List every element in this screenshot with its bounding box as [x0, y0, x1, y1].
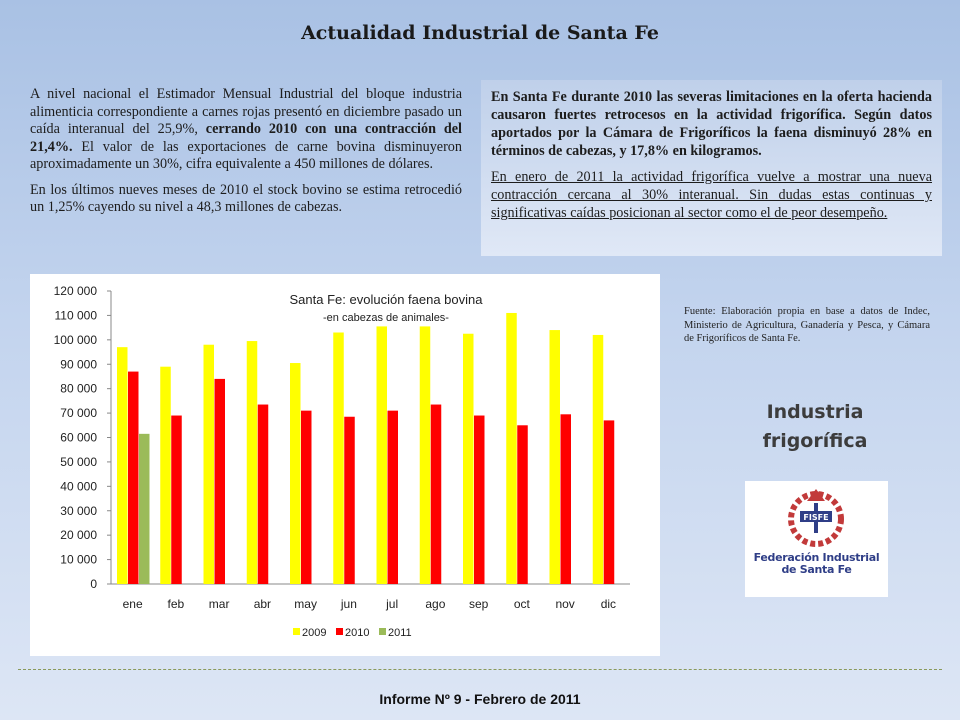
y-tick-label: 10 000	[60, 553, 97, 567]
x-tick-label: abr	[254, 597, 271, 611]
bar-2010-may	[301, 410, 312, 584]
y-tick-label: 100 000	[54, 333, 98, 347]
bar-2009-abr	[246, 341, 258, 584]
bar-2010-oct	[517, 425, 528, 584]
x-tick-label: feb	[168, 597, 185, 611]
x-tick-label: ene	[123, 597, 143, 611]
bar-2010-nov	[560, 414, 571, 584]
national-p1-highlight: cerrando 2010 con una contracción del 21…	[30, 121, 462, 155]
logo-line-2: de Santa Fe	[781, 563, 852, 576]
x-tick-label: may	[294, 597, 317, 611]
bar-2009-may	[290, 363, 301, 584]
x-tick-label: mar	[209, 597, 230, 611]
legend-swatch-2010	[336, 628, 343, 635]
chart-panel: 0 10 000 20 000 30 000 40 000 50 000 60 000 70 …	[30, 274, 660, 656]
legend-swatch-2011	[379, 628, 386, 635]
x-tick-label: jul	[385, 597, 398, 611]
bar-2009-ago	[419, 326, 431, 584]
bar-2009-sep	[463, 333, 474, 584]
bar-2010-feb	[171, 415, 182, 584]
section-label-line-1: Industria	[766, 401, 864, 423]
legend-swatch-2009	[293, 628, 300, 635]
legend-label-2009: 2009	[302, 627, 326, 639]
page-title: Actualidad Industrial de Santa Fe	[301, 22, 659, 44]
bar-chart: 0 10 000 20 000 30 000 40 000 50 000 60 000 70 …	[54, 284, 630, 639]
bar-2009-dic	[592, 334, 604, 584]
bar-2010-sep	[474, 415, 485, 584]
footer-report-info: Informe Nº 9 - Febrero de 2011	[379, 691, 581, 707]
y-tick-label: 20 000	[60, 528, 97, 542]
y-tick-label: 30 000	[60, 504, 97, 518]
y-tick-label: 50 000	[60, 455, 97, 469]
x-tick-label: dic	[601, 597, 616, 611]
bar-2009-oct	[506, 312, 517, 584]
chart-subtitle: -en cabezas de animales-	[323, 312, 449, 324]
y-tick-label: 40 000	[60, 479, 97, 493]
x-tick-label: nov	[555, 597, 574, 611]
santa-fe-highlight-box: En Santa Fe durante 2010 las severas lim…	[481, 80, 942, 256]
bar-2010-jul	[387, 410, 398, 584]
bar-2010-ene	[128, 371, 139, 584]
bar-2009-jul	[376, 326, 387, 584]
logo-line-1: Federación Industrial	[753, 551, 880, 564]
logo-wordmark: Federación Industrial de Santa Fe	[745, 552, 888, 576]
bar-2009-feb	[160, 366, 171, 584]
source-note: Fuente: Elaboración propia en base a dat…	[684, 306, 930, 344]
bar-2009-mar	[203, 344, 214, 584]
x-tick-label: jun	[340, 597, 357, 611]
santa-fe-paragraph-1: En Santa Fe durante 2010 las severas lim…	[491, 89, 932, 159]
x-tick-label: ago	[425, 597, 445, 611]
y-tick-label: 0	[90, 577, 97, 591]
x-tick-label: sep	[469, 597, 489, 611]
bar-2009-jun	[333, 332, 344, 584]
section-label-line-2: frigorífica	[762, 430, 868, 452]
fisfe-logo: FISFE Federación Industrial de Santa Fe	[745, 481, 888, 597]
footer-divider	[18, 669, 942, 670]
bar-2009-nov	[549, 330, 560, 584]
bar-2010-abr	[257, 404, 269, 584]
y-tick-label: 60 000	[60, 431, 97, 445]
national-paragraph-1: A nivel nacional el Estimador Mensual In…	[30, 86, 462, 174]
gear-emblem-icon: FISFE	[788, 489, 844, 547]
x-tick-label: oct	[514, 597, 531, 611]
national-paragraph-2: En los últimos nueves meses de 2010 el s…	[30, 181, 462, 216]
national-summary-text: A nivel nacional el Estimador Mensual In…	[30, 86, 462, 225]
logo-badge: FISFE	[803, 513, 828, 522]
chart-title: Santa Fe: evolución faena bovina	[290, 292, 484, 307]
bar-2010-jun	[344, 416, 355, 584]
legend-label-2011: 2011	[388, 627, 412, 639]
bar-2009-ene	[117, 347, 128, 584]
national-p1-part-a: A nivel nacional el Estimador Mensual In…	[30, 86, 462, 137]
bar-2010-ago	[430, 404, 442, 584]
bar-2011-ene	[139, 433, 150, 584]
santa-fe-paragraph-2: En enero de 2011 la actividad frigorífic…	[491, 169, 932, 221]
section-label: Industria frigorífica	[740, 398, 890, 456]
y-tick-label: 70 000	[60, 406, 97, 420]
bar-2010-mar	[214, 378, 225, 584]
y-tick-label: 80 000	[60, 382, 97, 396]
legend-label-2010: 2010	[345, 627, 369, 639]
y-tick-label: 120 000	[54, 284, 98, 298]
y-tick-label: 90 000	[60, 357, 97, 371]
national-p1-part-c: El valor de las exportaciones de carne b…	[30, 138, 462, 173]
y-tick-label: 110 000	[55, 308, 98, 322]
bar-2010-dic	[603, 420, 615, 584]
